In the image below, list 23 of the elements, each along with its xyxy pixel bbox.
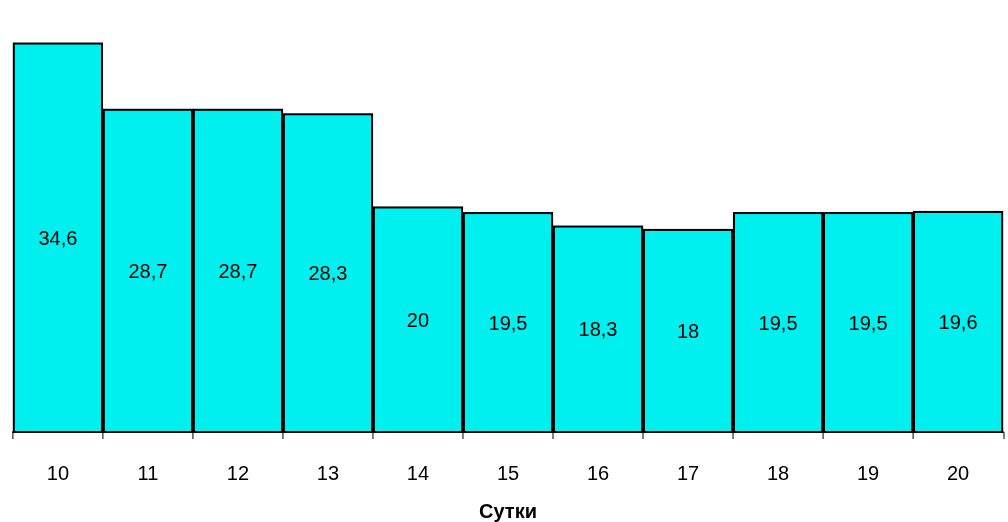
x-tick-label: 11 (137, 462, 159, 484)
data-label: 19,5 (488, 311, 528, 334)
x-tick-label: 12 (226, 462, 250, 484)
data-label: 18 (676, 319, 700, 342)
data-label: 28,7 (218, 259, 258, 282)
x-axis-title: Сутки (479, 500, 537, 522)
x-tick-label: 19 (856, 462, 880, 484)
x-tick-label: 16 (586, 462, 610, 484)
x-tick-label: 13 (316, 462, 340, 484)
data-label: 19,5 (848, 311, 888, 334)
x-tick-label: 18 (766, 462, 790, 484)
data-label: 34,6 (38, 226, 78, 249)
x-tick-label: 15 (496, 462, 520, 484)
data-label: 28,3 (308, 262, 348, 285)
data-label: 20 (406, 308, 430, 331)
x-tick-label: 10 (46, 462, 70, 484)
data-label: 28,7 (128, 259, 168, 282)
x-tick-label: 20 (946, 462, 970, 484)
x-tick-label: 17 (676, 462, 700, 484)
data-label: 19,6 (938, 310, 978, 333)
data-label: 19,5 (758, 311, 798, 334)
data-label: 18,3 (578, 318, 618, 341)
x-tick-label: 14 (406, 462, 430, 484)
